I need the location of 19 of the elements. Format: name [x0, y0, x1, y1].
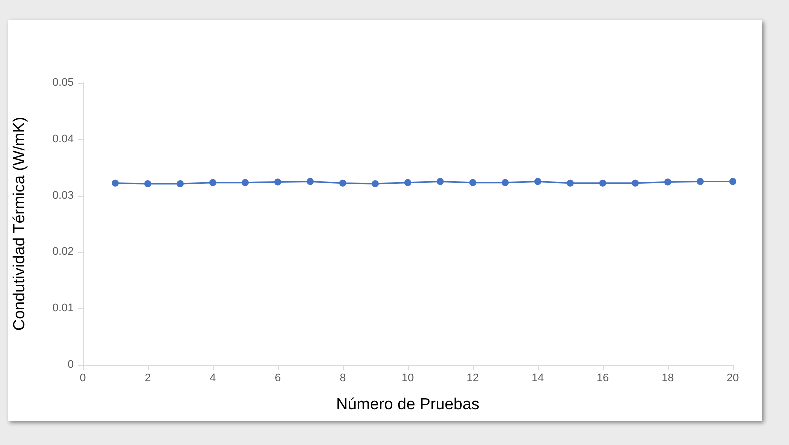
x-tick-label: 8 [340, 372, 346, 384]
x-tick-label: 20 [726, 372, 740, 384]
x-tick-label: 14 [532, 372, 544, 384]
y-tick-label: 0.01 [52, 302, 74, 315]
x-tick-label: 16 [596, 372, 610, 384]
x-tick-label: 6 [274, 372, 282, 384]
x-tick-label: 10 [402, 372, 414, 384]
y-axis-title: Condutividad Térmica (W/mK) [12, 117, 28, 331]
y-tick-label: 0.04 [52, 133, 74, 146]
y-tick-label: 0.05 [52, 77, 74, 89]
x-tick-label: 0 [80, 372, 86, 384]
x-tick-label: 2 [144, 372, 152, 384]
x-axis-title: Número de Pruebas [336, 396, 480, 414]
y-tick-label: 0.03 [52, 190, 74, 202]
y-tick-label: 0 [68, 359, 74, 371]
x-tick-label: 4 [210, 372, 216, 384]
x-tick-label: 18 [662, 372, 674, 384]
y-tick-label: 0.02 [52, 246, 74, 258]
x-tick-label: 12 [466, 372, 480, 384]
